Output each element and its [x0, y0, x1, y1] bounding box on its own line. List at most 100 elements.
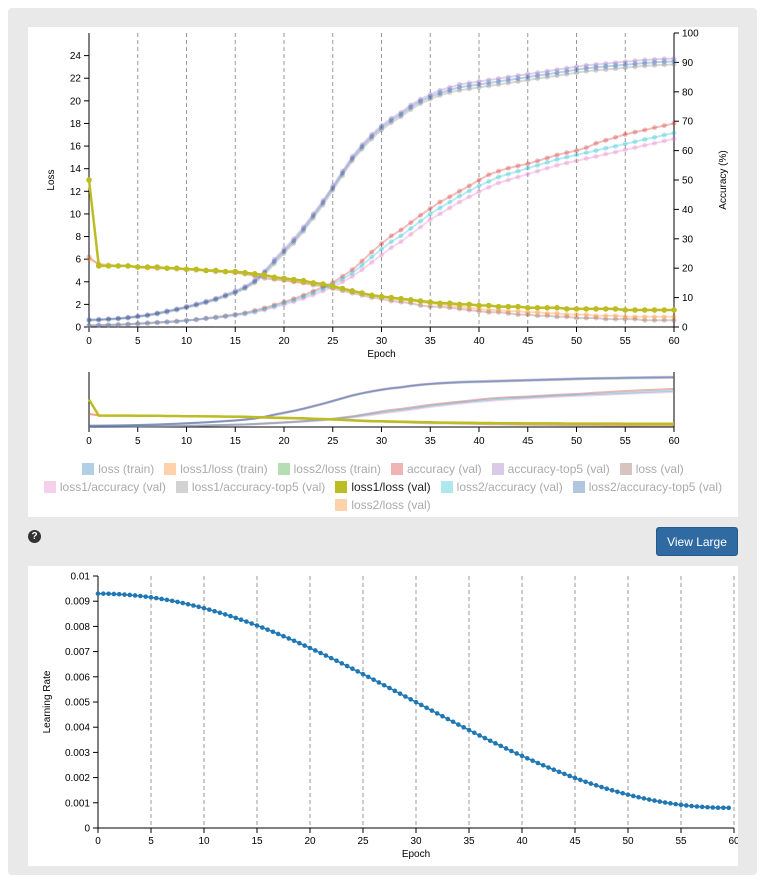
data-point — [281, 246, 287, 252]
overview-x-tick-label: 5 — [135, 436, 141, 447]
data-point — [447, 199, 453, 205]
data-point — [612, 306, 619, 312]
lr-point — [233, 615, 239, 621]
lr-point — [254, 623, 260, 628]
data-point — [554, 73, 560, 79]
legend-item[interactable]: loss2/loss (train) — [277, 460, 381, 478]
data-point — [339, 285, 346, 292]
data-point — [379, 125, 384, 131]
data-point — [145, 320, 150, 326]
lr-point — [138, 593, 143, 599]
data-point — [184, 318, 189, 324]
data-point — [671, 136, 677, 142]
x-tick-label: 25 — [357, 836, 369, 847]
data-point — [613, 143, 618, 149]
lr-point — [148, 595, 154, 600]
overview-series-line — [89, 375, 674, 427]
question-circle-icon[interactable]: ? — [28, 530, 41, 543]
legend-swatch — [619, 463, 632, 475]
legend-item[interactable]: loss (train) — [82, 460, 154, 478]
data-point — [515, 79, 521, 85]
legend-item[interactable]: loss1/accuracy (val) — [43, 478, 166, 496]
lr-point — [318, 650, 323, 656]
x-tick-label: 0 — [95, 836, 101, 847]
data-point — [515, 308, 521, 314]
data-point — [262, 305, 267, 311]
x-tick-label: 60 — [668, 336, 680, 347]
data-point — [486, 172, 492, 178]
data-point — [496, 168, 501, 174]
y2-tick-label: 40 — [682, 205, 694, 216]
data-point — [671, 56, 677, 62]
view-large-button[interactable]: View Large — [656, 527, 738, 556]
data-point — [496, 180, 501, 186]
data-point — [574, 312, 579, 318]
legend-item[interactable]: loss1/loss (val) — [335, 478, 431, 496]
lr-point — [482, 735, 488, 741]
data-point — [671, 130, 677, 136]
data-point — [476, 84, 482, 90]
lr-point — [631, 793, 636, 799]
data-point — [583, 306, 590, 312]
lr-point — [275, 631, 281, 637]
lr-point — [196, 604, 201, 610]
legend-item[interactable]: loss1/accuracy-top5 (val) — [175, 478, 325, 496]
lr-point — [562, 771, 567, 777]
training-chart-panel: 0 2 4 6 8 10 12 14 16 18 20 22 24 0 10 20 30 40 50 60 70 80 90… — [28, 27, 738, 517]
data-point — [86, 256, 92, 262]
legend-item[interactable]: accuracy (val) — [390, 460, 482, 478]
data-point — [388, 120, 394, 126]
lr-point — [185, 601, 191, 607]
data-point — [164, 319, 170, 325]
data-point — [135, 321, 141, 327]
data-point — [554, 162, 560, 168]
data-point — [252, 308, 258, 314]
data-point — [203, 315, 209, 321]
data-point — [496, 79, 501, 85]
data-point — [173, 265, 180, 271]
data-point — [193, 303, 199, 309]
lr-point — [487, 738, 493, 744]
lr-point — [514, 751, 519, 756]
data-point — [359, 142, 365, 148]
lr-point — [705, 804, 710, 810]
data-point — [135, 313, 141, 319]
data-point — [661, 62, 667, 68]
overview-x-tick-label: 10 — [181, 436, 193, 447]
data-point — [135, 313, 141, 319]
legend-item[interactable]: loss2/loss (val) — [335, 496, 431, 514]
data-point — [603, 64, 609, 70]
data-point — [427, 217, 433, 223]
data-point — [583, 65, 589, 71]
data-point — [554, 67, 560, 73]
lr-point — [493, 741, 498, 746]
data-point — [525, 77, 531, 83]
data-point — [223, 313, 228, 319]
legend-swatch — [440, 481, 453, 493]
data-point — [330, 185, 336, 191]
lr-point — [721, 805, 726, 811]
lr-point — [583, 779, 588, 785]
lr-point — [201, 605, 207, 611]
data-point — [340, 273, 345, 279]
lr-point — [472, 730, 477, 736]
lr-point — [694, 804, 700, 809]
data-point — [574, 70, 579, 76]
legend-item[interactable]: accuracy-top5 (val) — [491, 460, 610, 478]
legend-item[interactable]: loss2/accuracy-top5 (val) — [572, 478, 722, 496]
legend-item[interactable]: loss1/loss (train) — [164, 460, 268, 478]
overview-series-line — [88, 376, 675, 427]
data-point — [164, 309, 170, 315]
legend-item[interactable]: loss (val) — [619, 460, 684, 478]
data-point — [290, 276, 297, 283]
legend-label: loss1/accuracy (val) — [59, 480, 166, 494]
overview-x-tick-label: 20 — [278, 436, 290, 447]
data-point — [525, 161, 531, 167]
data-point — [369, 131, 375, 137]
data-point — [115, 263, 122, 269]
overview-x-tick-label: 50 — [571, 436, 583, 447]
data-point — [671, 317, 677, 323]
legend-item[interactable]: loss2/accuracy (val) — [440, 478, 563, 496]
data-point — [564, 150, 570, 156]
data-point — [379, 123, 384, 129]
